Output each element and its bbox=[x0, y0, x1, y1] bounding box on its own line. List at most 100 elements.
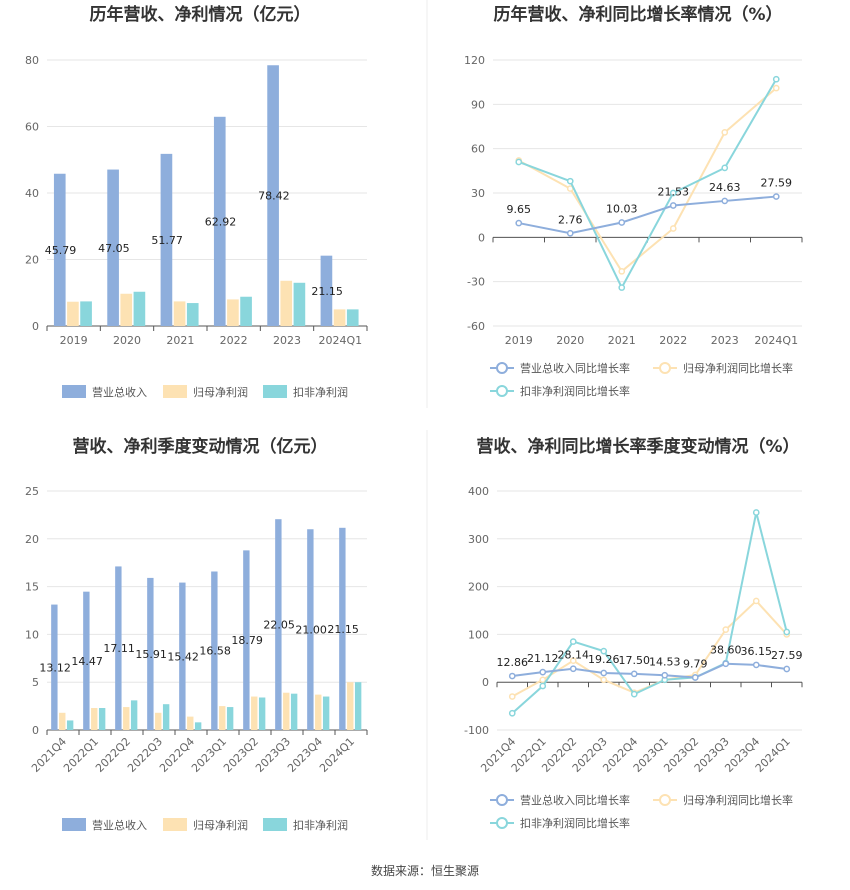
bar-归母净利润-2024Q1 bbox=[333, 309, 346, 326]
point-归母净利润同比增长率-2021 bbox=[618, 267, 626, 275]
x-tick-label: 2020 bbox=[113, 334, 141, 347]
y-tick-label: 40 bbox=[25, 187, 39, 200]
y-tick-label: -100 bbox=[464, 724, 489, 737]
point-营业总收入同比增长率-2023Q2 bbox=[691, 674, 699, 681]
bar-扣非净利润-2021Q4 bbox=[66, 720, 74, 730]
y-tick-label: 30 bbox=[471, 187, 485, 200]
bar-扣非净利润-2022Q3 bbox=[162, 704, 170, 730]
bar-营业总收入-2022Q2 bbox=[115, 566, 122, 730]
x-tick-label: 2023 bbox=[273, 334, 301, 347]
data-label: 14.53 bbox=[649, 655, 681, 668]
bar-扣非净利润-2023Q4 bbox=[322, 696, 330, 730]
bar-归母净利润-2022Q1 bbox=[91, 708, 98, 730]
legend-label: 扣非净利润同比增长率 bbox=[520, 384, 630, 398]
point-扣非净利润同比增长率-2022 bbox=[669, 189, 677, 197]
data-label: 13.12 bbox=[39, 661, 71, 674]
point-营业总收入同比增长率-2024Q1 bbox=[783, 665, 791, 673]
point-营业总收入同比增长率-2022Q3 bbox=[600, 669, 608, 677]
data-label: 9.65 bbox=[507, 203, 532, 216]
data-label: 19.26 bbox=[588, 653, 620, 666]
legend-label: 扣非净利润 bbox=[293, 385, 348, 399]
data-label: 24.63 bbox=[709, 181, 741, 194]
data-label: 15.42 bbox=[167, 650, 199, 663]
point-归母净利润同比增长率-2024Q1 bbox=[772, 84, 780, 92]
bar-营业总收入-2023Q1 bbox=[211, 571, 218, 730]
quarterly-growth-rate-chart: 营收、净利同比增长率季度变动情况（%）-10001002003004002021… bbox=[464, 436, 803, 830]
bar-归母净利润-2024Q1 bbox=[347, 682, 354, 730]
x-tick-label: 2023 bbox=[711, 334, 739, 347]
bar-扣非净利润-2024Q1 bbox=[346, 309, 359, 326]
legend-marker bbox=[659, 362, 671, 374]
legend-label: 归母净利润 bbox=[193, 818, 248, 832]
point-扣非净利润同比增长率-2020 bbox=[566, 177, 574, 185]
legend-label: 扣非净利润同比增长率 bbox=[520, 816, 630, 830]
bar-营业总收入-2022Q4 bbox=[179, 582, 186, 730]
bar-扣非净利润-2023 bbox=[293, 282, 306, 326]
legend-label: 营业总收入同比增长率 bbox=[520, 361, 630, 375]
point-营业总收入同比增长率-2022Q1 bbox=[539, 668, 547, 676]
quarterly-revenue-profit-chart: 营收、净利季度变动情况（亿元）05101520252021Q42022Q1202… bbox=[25, 436, 368, 832]
y-tick-label: 0 bbox=[478, 231, 485, 244]
legend-swatch bbox=[163, 385, 187, 398]
y-tick-label: 25 bbox=[25, 485, 39, 498]
point-营业总收入同比增长率-2024Q1 bbox=[772, 193, 780, 200]
legend-swatch bbox=[263, 385, 287, 398]
point-营业总收入同比增长率-2020 bbox=[566, 229, 574, 237]
point-归母净利润同比增长率-2022Q2 bbox=[569, 657, 577, 665]
y-tick-label: 15 bbox=[25, 581, 39, 594]
bar-归母净利润-2021 bbox=[173, 301, 186, 326]
bar-归母净利润-2022Q2 bbox=[123, 707, 130, 730]
bar-归母净利润-2022 bbox=[227, 299, 239, 326]
bar-营业总收入-2021Q4 bbox=[51, 604, 58, 730]
bar-营业总收入-2023 bbox=[267, 65, 279, 326]
legend-marker bbox=[659, 794, 671, 806]
point-营业总收入同比增长率-2022Q2 bbox=[569, 665, 577, 673]
bar-扣非净利润-2020 bbox=[133, 291, 146, 326]
data-label: 22.05 bbox=[263, 619, 295, 632]
x-tick-label: 2022 bbox=[220, 334, 248, 347]
legend-swatch bbox=[263, 818, 287, 831]
point-归母净利润同比增长率-2021Q4 bbox=[508, 693, 516, 700]
data-label: 16.58 bbox=[199, 645, 231, 658]
bar-归母净利润-2023 bbox=[280, 280, 293, 326]
legend-label: 营业总收入 bbox=[92, 385, 147, 399]
bar-归母净利润-2022Q4 bbox=[187, 716, 194, 730]
bar-扣非净利润-2023Q1 bbox=[226, 707, 234, 730]
point-营业总收入同比增长率-2023Q4 bbox=[752, 661, 760, 669]
bar-扣非净利润-2019 bbox=[80, 301, 92, 326]
annual-revenue-profit-chart: 历年营收、净利情况（亿元） 0 20 40 60 80 2019 2020 2021 2022 20… bbox=[25, 4, 368, 399]
point-扣非净利润同比增长率-2022Q1 bbox=[539, 682, 547, 690]
y-tick-label: 0 bbox=[32, 320, 39, 333]
bar-营业总收入-2021 bbox=[160, 153, 173, 326]
x-tick-label: 2021 bbox=[166, 334, 194, 347]
data-label: 21.15 bbox=[311, 285, 343, 298]
legend-label: 归母净利润同比增长率 bbox=[683, 361, 793, 375]
bar-营业总收入-2022Q1 bbox=[83, 591, 90, 730]
data-label: 45.79 bbox=[45, 244, 77, 257]
x-tick-label: 2019 bbox=[505, 334, 533, 347]
data-label: 36.15 bbox=[741, 645, 773, 658]
y-tick-label: 0 bbox=[482, 676, 489, 689]
point-扣非净利润同比增长率-2023 bbox=[721, 164, 729, 172]
y-tick-label: 100 bbox=[468, 628, 489, 641]
point-营业总收入同比增长率-2021 bbox=[618, 219, 626, 226]
point-扣非净利润同比增长率-2023Q4 bbox=[752, 509, 760, 516]
data-label: 28.14 bbox=[558, 649, 590, 662]
data-label: 17.50 bbox=[619, 654, 651, 667]
y-tick-label: 120 bbox=[464, 54, 485, 67]
y-tick-label: -30 bbox=[467, 276, 485, 289]
bar-归母净利润-2023Q3 bbox=[283, 692, 290, 730]
bar-营业总收入-2022Q3 bbox=[147, 577, 154, 730]
point-扣非净利润同比增长率-2019 bbox=[515, 158, 523, 166]
data-label: 38.60 bbox=[710, 644, 742, 657]
chart-title: 营收、净利季度变动情况（亿元） bbox=[73, 436, 328, 457]
point-扣非净利润同比增长率-2022Q4 bbox=[630, 690, 638, 698]
y-tick-label: 60 bbox=[25, 121, 39, 134]
data-label: 47.05 bbox=[98, 242, 130, 255]
point-营业总收入同比增长率-2022 bbox=[669, 202, 677, 209]
data-label: 21.00 bbox=[295, 624, 327, 637]
bar-营业总收入-2019 bbox=[53, 173, 66, 326]
chart-title: 历年营收、净利情况（亿元） bbox=[90, 4, 311, 25]
chart-title: 营收、净利同比增长率季度变动情况（%） bbox=[476, 436, 799, 457]
x-tick-label: 2020 bbox=[556, 334, 584, 347]
